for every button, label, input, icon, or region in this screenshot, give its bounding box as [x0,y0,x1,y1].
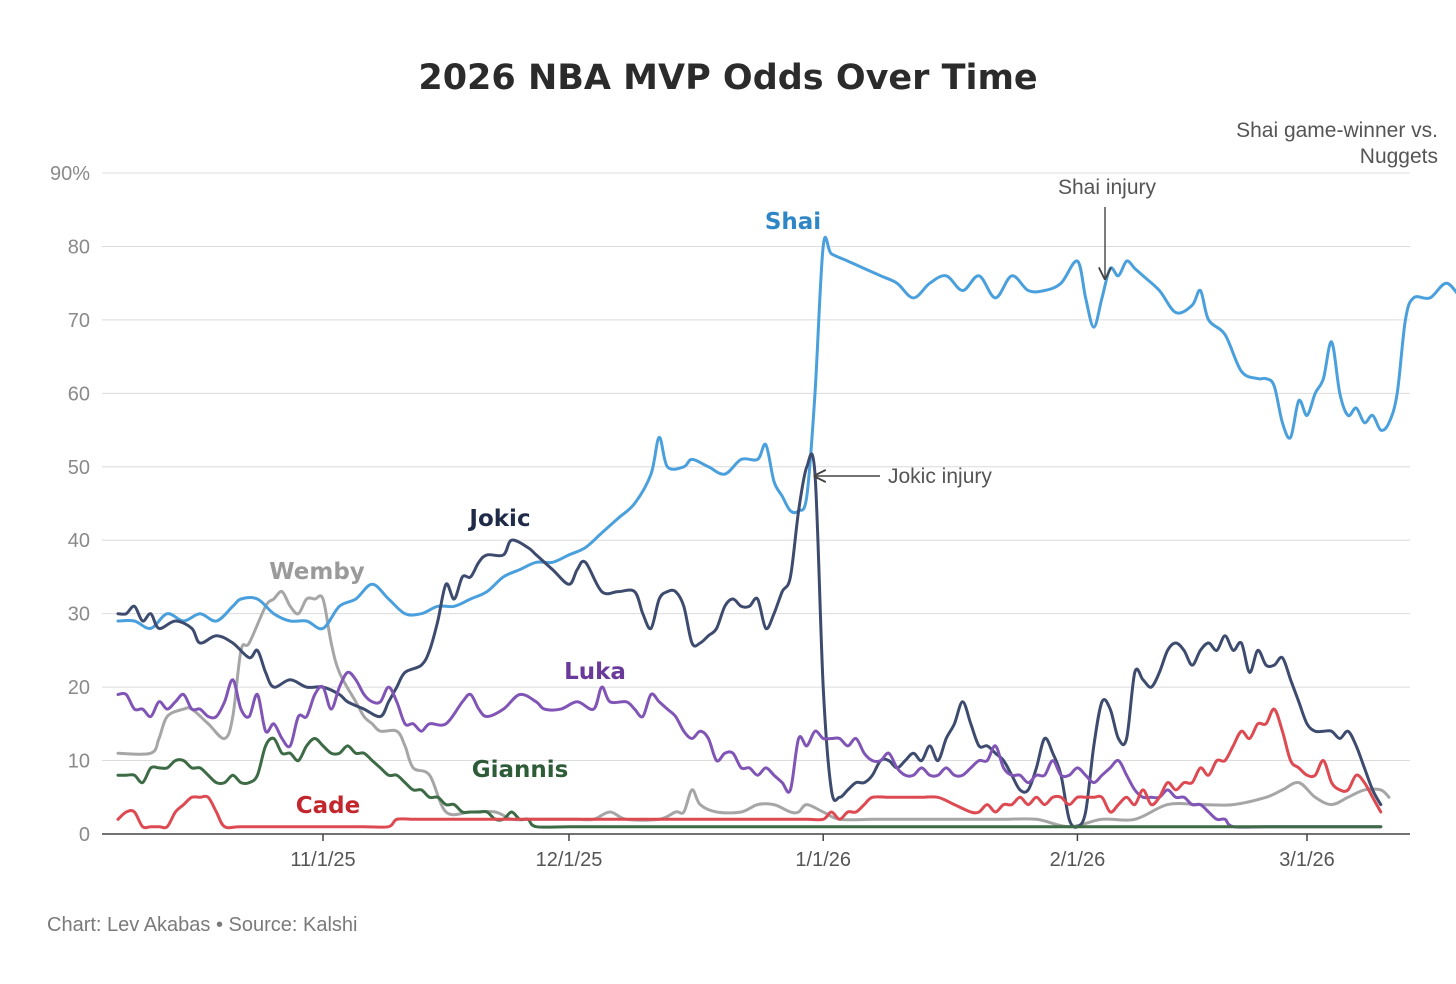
series-label-jokic: Jokic [467,506,530,532]
x-tick-label: 12/1/25 [536,849,603,871]
shai-game-winner-label: Shai game-winner vs. [1236,119,1438,142]
series-line-jokic [116,452,1383,829]
y-tick-label: 50 [68,457,90,479]
x-tick-label: 2/1/26 [1050,849,1106,871]
series-line-cade [116,707,1383,830]
x-tick-label: 1/1/26 [795,849,851,871]
series-label-layer: Shai Jokic Wemby Luka Giannis Cade [269,209,821,819]
chart-title: 2026 NBA MVP Odds Over Time [418,58,1037,98]
x-tick-label: 3/1/26 [1279,849,1335,871]
series-line-giannis [116,736,1383,829]
jokic-injury-label: Jokic injury [888,465,992,488]
y-tick-label: 40 [68,530,90,552]
shai-game-winner-label: Nuggets [1360,145,1438,168]
series-line-shai [116,235,1456,631]
series-label-wemby: Wemby [269,559,365,585]
y-axis-ticks: 0 10 20 30 40 50 60 70 80 90% [50,163,90,846]
shai-injury-label: Shai injury [1058,176,1157,199]
y-tick-label: 80 [68,236,90,258]
series-line-wemby [116,589,1391,829]
x-tick-label: 11/1/25 [290,849,355,871]
annotation-layer: Jokic injury Shai injury Shai game-winner … [815,119,1438,488]
series-label-shai: Shai [765,209,821,235]
y-tick-label: 70 [68,310,90,332]
grid-layer [102,172,1410,835]
x-axis-ticks: 11/1/25 12/1/25 1/1/26 2/1/26 3/1/26 [290,834,1335,871]
series-layer [116,235,1456,830]
series-line-luka [116,670,1383,829]
y-tick-label: 10 [68,751,90,773]
series-label-luka: Luka [564,659,626,685]
y-tick-label: 60 [68,383,90,405]
y-tick-label: 90% [50,163,90,185]
y-tick-label: 30 [68,604,90,626]
y-tick-label: 20 [68,677,90,699]
series-label-cade: Cade [296,793,360,819]
y-tick-label: 0 [79,824,90,846]
series-label-giannis: Giannis [472,757,569,783]
chart-source: Chart: Lev Akabas • Source: Kalshi [47,914,358,936]
